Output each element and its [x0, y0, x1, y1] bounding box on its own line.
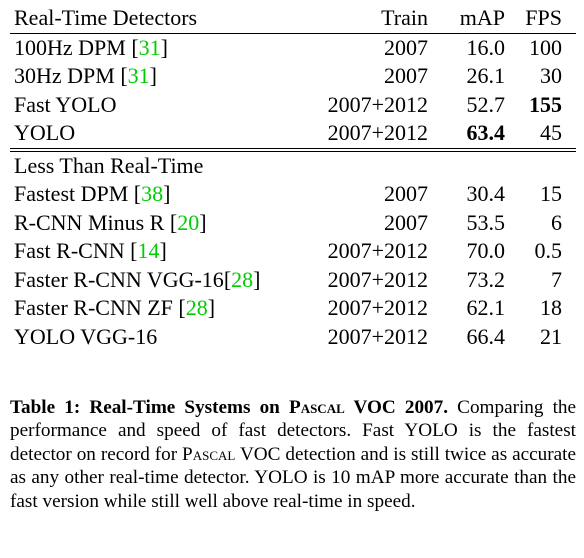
method-name: 30Hz DPM — [14, 63, 121, 88]
cell-fps: 15 — [540, 181, 562, 206]
table-row: YOLO VGG-16 2007+2012 66.4 21 — [10, 323, 576, 352]
cell-method: 100Hz DPM [31] — [10, 32, 300, 62]
caption-text-part: VOC detection and is still twice as accu… — [10, 443, 576, 512]
table-row: R-CNN Minus R [20] 2007 53.5 6 — [10, 209, 576, 238]
cell-map: 53.5 — [466, 209, 506, 235]
cell-fps: 6 — [551, 209, 562, 235]
caption-title-part: Real-Time Systems on P — [89, 397, 301, 418]
cell-method: Faster R-CNN VGG-16[28] — [14, 266, 261, 292]
cell-method: Faster R-CNN ZF [28] — [14, 295, 216, 320]
cell-map: 16.0 — [428, 32, 505, 62]
caption-title-smallcaps: ascal — [300, 397, 345, 418]
method-name: R-CNN Minus R — [14, 209, 170, 235]
cell-map: 66.4 — [466, 323, 506, 349]
cell-method: YOLO — [10, 119, 300, 150]
section-title-realtime: Real-Time Detectors — [14, 5, 198, 30]
cell-train: 2007+2012 — [327, 295, 428, 320]
citation-link[interactable]: 20 — [177, 209, 200, 235]
table-row: Faster R-CNN VGG-16[28] 2007+2012 73.2 7 — [10, 266, 576, 295]
citation-link[interactable]: 28 — [231, 266, 254, 292]
cell-map: 62.1 — [466, 295, 506, 320]
method-name: Fast YOLO — [14, 91, 117, 117]
cell-map: 30.4 — [466, 181, 506, 206]
cell-map: 73.2 — [466, 266, 506, 292]
caption-text-part: Comparing the performance and speed of f… — [10, 397, 577, 465]
table-row: Faster R-CNN ZF [28] 2007+2012 62.1 18 — [10, 294, 576, 323]
table-row: 30Hz DPM [31] 2007 26.1 30 — [10, 62, 576, 91]
cell-train: 2007 — [384, 209, 428, 235]
section-title-less-than-realtime: Less Than Real-Time — [10, 147, 576, 180]
cell-method: Fast YOLO — [10, 91, 300, 120]
cell-method: Fast R-CNN [14] — [14, 238, 167, 263]
cell-map: 63.4 — [466, 120, 506, 145]
cell-train: 2007 — [384, 181, 428, 206]
cell-train: 2007+2012 — [327, 91, 428, 117]
cell-map: 52.7 — [466, 91, 506, 117]
citation-link[interactable]: 31 — [138, 34, 161, 60]
citation-link[interactable]: 38 — [141, 181, 164, 206]
cell-method: Fastest DPM [38] — [14, 181, 171, 206]
cell-method: 30Hz DPM [31] — [14, 63, 157, 88]
cell-train: 2007+2012 — [327, 266, 428, 292]
caption-text-smallcaps: ascal — [192, 443, 236, 465]
caption-text: Comparing the performance and speed of f… — [10, 397, 576, 512]
results-table: Real-Time Detectors Train mAP FPS 100Hz … — [10, 4, 576, 351]
cell-train: 2007 — [384, 63, 428, 88]
cell-train: 2007+2012 — [327, 120, 428, 145]
citation-link[interactable]: 14 — [137, 238, 160, 263]
table-header-row: Real-Time Detectors Train mAP FPS — [10, 4, 576, 33]
method-name: Fastest DPM — [14, 181, 134, 206]
table-caption: Table 1: Real-Time Systems on Pascal VOC… — [10, 396, 576, 513]
citation-link[interactable]: 31 — [127, 63, 150, 88]
cell-map: 70.0 — [466, 238, 506, 263]
method-name: Faster R-CNN VGG-16 — [14, 266, 224, 292]
section-title-row: Less Than Real-Time — [10, 147, 576, 180]
cell-fps: 155 — [529, 91, 562, 117]
citation-link[interactable]: 28 — [185, 295, 208, 320]
cell-train: 2007+2012 — [327, 323, 428, 349]
cell-method: R-CNN Minus R [20] — [14, 209, 207, 235]
header-map: mAP — [459, 5, 505, 30]
cell-train: 2007+2012 — [327, 238, 428, 263]
method-name: Fast R-CNN — [14, 238, 131, 263]
table-row: Fast R-CNN [14] 2007+2012 70.0 0.5 — [10, 237, 576, 266]
cell-fps: 7 — [551, 266, 562, 292]
caption-title-part: VOC 2007. — [344, 397, 449, 418]
cell-train: 2007 — [300, 32, 428, 62]
method-name: 100Hz DPM — [14, 34, 132, 60]
header-fps: FPS — [525, 5, 562, 30]
method-name: YOLO VGG-16 — [14, 323, 158, 349]
table-row: YOLO 2007+2012 63.4 45 — [10, 119, 576, 150]
cell-fps: 18 — [540, 295, 562, 320]
header-train: Train — [381, 5, 428, 30]
cell-fps: 0.5 — [534, 238, 563, 263]
method-name: YOLO — [14, 120, 76, 145]
cell-map: 26.1 — [466, 63, 506, 88]
table-row: Fastest DPM [38] 2007 30.4 15 — [10, 180, 576, 209]
method-name: Faster R-CNN ZF — [14, 295, 179, 320]
cell-method: YOLO VGG-16 — [10, 323, 300, 352]
cell-fps: 100 — [505, 32, 576, 62]
cell-fps: 45 — [540, 120, 562, 145]
cell-fps: 21 — [540, 323, 562, 349]
table-row: 100Hz DPM [31] 2007 16.0 100 — [10, 32, 576, 62]
table-row: Fast YOLO 2007+2012 52.7 155 — [10, 91, 576, 120]
caption-label: Table 1: — [10, 397, 81, 418]
cell-fps: 30 — [540, 63, 562, 88]
caption-title: Real-Time Systems on Pascal VOC 2007. — [89, 397, 448, 418]
